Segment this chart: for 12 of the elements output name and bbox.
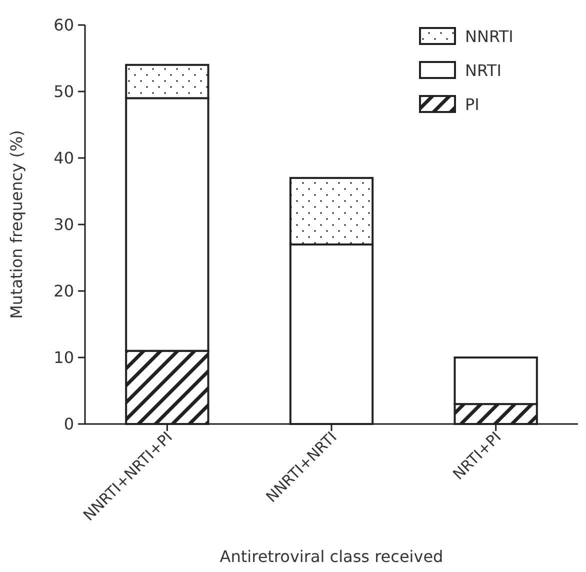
y-tick-label: 30 [54,215,74,234]
y-tick-label: 40 [54,148,74,168]
y-axis-title: Mutation frequency (%) [7,130,26,319]
y-tick-label: 20 [54,282,74,301]
y-tick-label: 10 [54,348,74,368]
legend-label: NNRTI [465,27,514,46]
y-tick-label: 50 [54,82,74,102]
legend-label: NRTI [465,61,502,80]
legend-label: PI [465,95,480,114]
x-axis-title: Antiretroviral class received [220,547,444,566]
y-tick-label: 60 [54,16,74,35]
y-tick-label: 0 [64,414,74,434]
